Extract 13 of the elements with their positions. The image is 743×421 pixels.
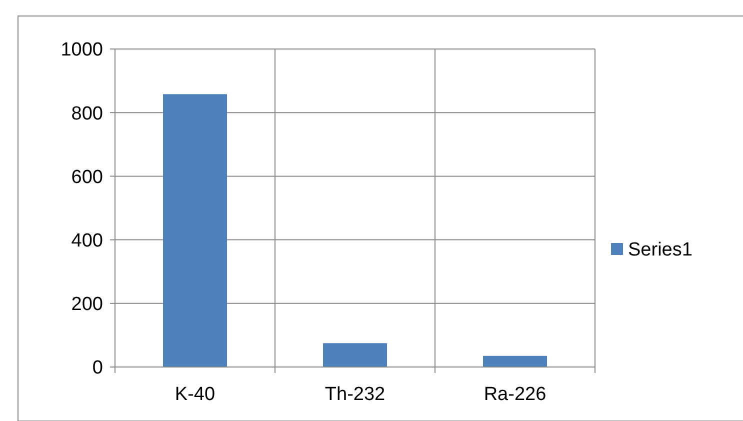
x-tick-label: Ra-226 [484,384,546,405]
y-tick-label: 800 [71,103,103,124]
y-tick-label: 400 [71,230,103,252]
bar [163,94,227,367]
bar [483,356,547,367]
x-tick-label: Th-232 [324,384,386,405]
bar [323,343,387,367]
x-tick-label: K-40 [174,384,216,405]
y-tick-label: 1000 [60,40,103,61]
y-tick-label: 200 [71,294,103,316]
y-tick-label: 0 [92,358,103,379]
legend-label: Series1 [628,240,692,261]
y-tick-label: 600 [71,166,103,188]
